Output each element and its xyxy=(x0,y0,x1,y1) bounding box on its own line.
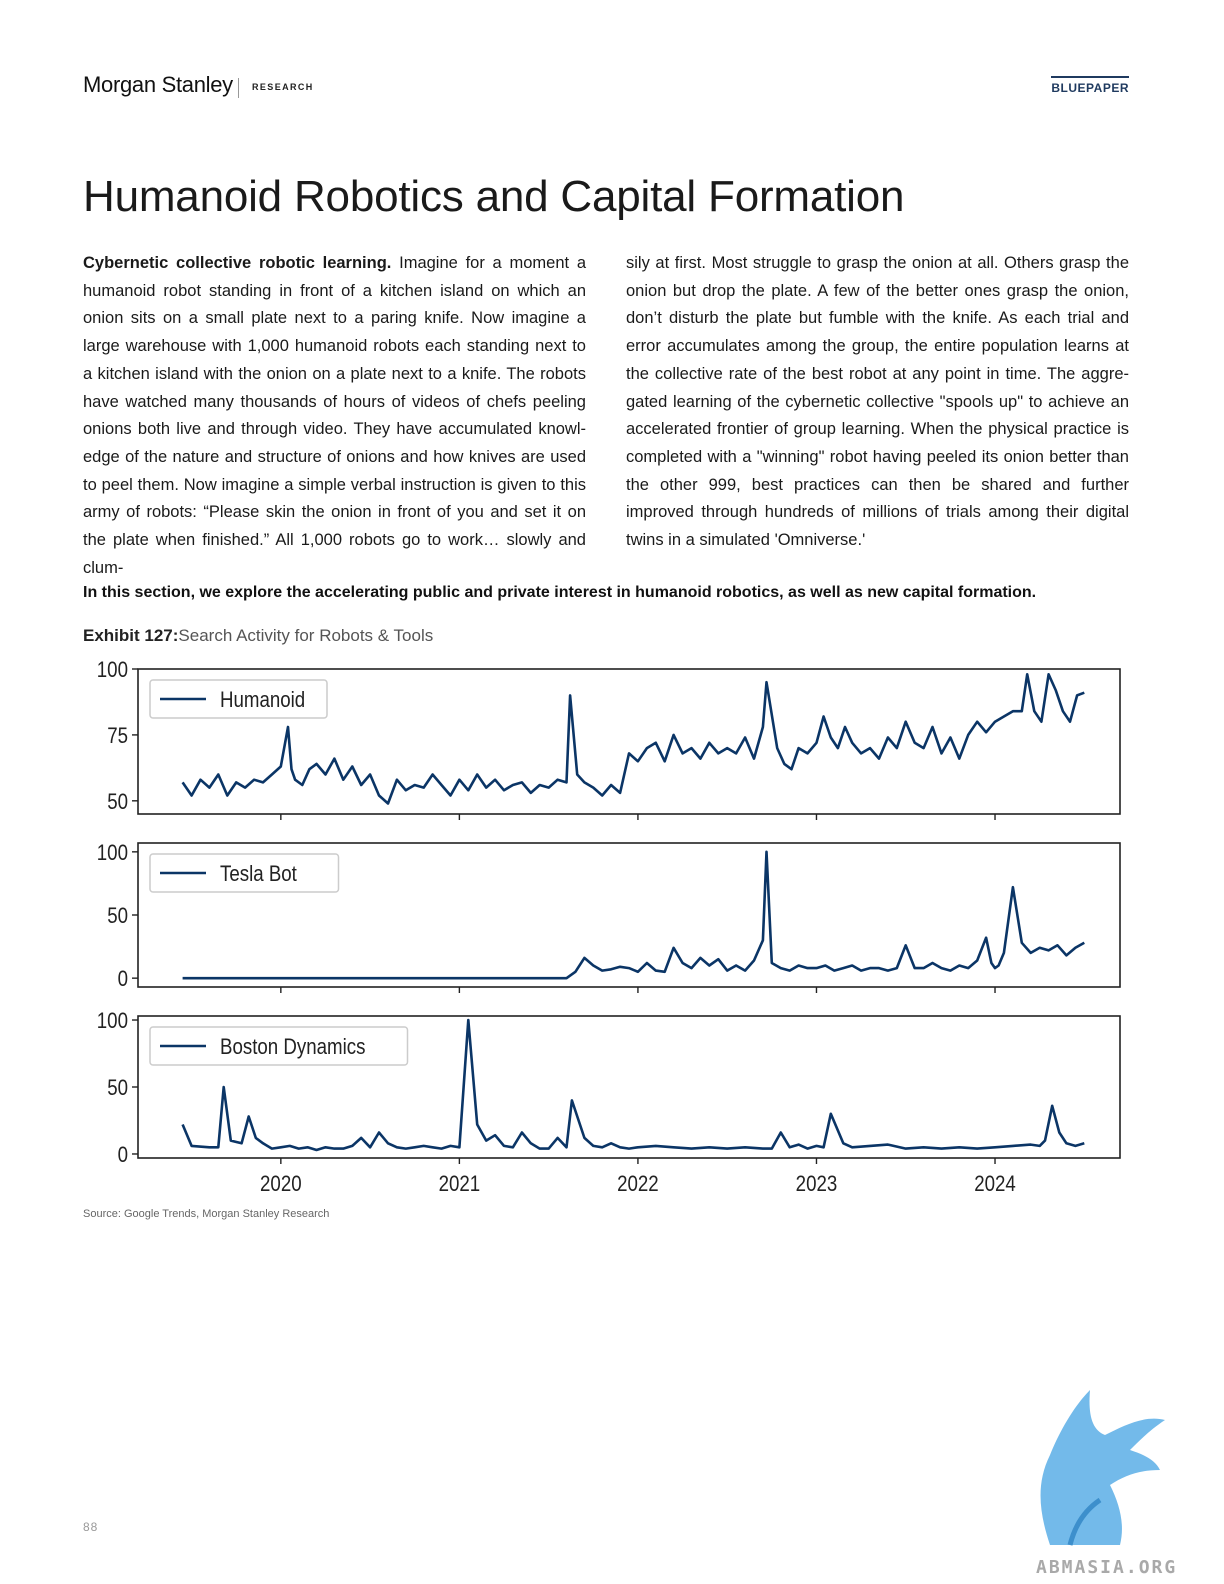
brand-logo: Morgan Stanley xyxy=(83,72,233,97)
series-line-boston-dynamics xyxy=(181,1018,1085,1152)
y-tick-label: 75 xyxy=(107,725,128,749)
section-label: RESEARCH xyxy=(252,82,314,92)
x-tick-label: 2023 xyxy=(796,1173,838,1197)
exhibit-caption: Exhibit 127:Search Activity for Robots &… xyxy=(83,626,433,646)
series-line-humanoid xyxy=(181,673,1085,805)
body-column-left: Cybernetic collective robotic learning. … xyxy=(83,250,586,582)
griffin-watermark-icon xyxy=(1040,1390,1165,1546)
legend-box xyxy=(149,853,340,893)
y-tick-label: 0 xyxy=(118,1144,128,1168)
y-tick-label: 50 xyxy=(107,905,128,929)
x-tick-label: 2024 xyxy=(974,1173,1016,1197)
section-intro: In this section, we explore the accelera… xyxy=(83,584,1037,601)
y-tick-label: 100 xyxy=(97,1010,128,1034)
x-tick-label: 2022 xyxy=(617,1173,659,1197)
exhibit-title: Search Activity for Robots & Tools xyxy=(178,626,434,645)
lead-bold: Cybernetic collective robotic learning. xyxy=(83,254,392,272)
y-tick-label: 100 xyxy=(97,842,128,866)
x-tick-label: 2020 xyxy=(260,1173,302,1197)
y-tick-label: 0 xyxy=(118,968,128,992)
y-tick-label: 100 xyxy=(97,660,128,682)
y-tick-label: 50 xyxy=(107,790,128,814)
series-line-tesla-bot xyxy=(182,850,1085,980)
body-column-right: sily at first. Most struggle to grasp th… xyxy=(626,254,1129,550)
header-divider xyxy=(238,78,239,98)
x-tick-label: 2021 xyxy=(439,1173,481,1197)
search-activity-chart: 50 75 100 Humanoid 0 50 100 Tesla Bot 0 50 100 2020… xyxy=(97,660,1121,1197)
page-title: Humanoid Robotics and Capital Formation xyxy=(83,172,905,221)
source-note: Source: Google Trends, Morgan Stanley Re… xyxy=(83,1208,330,1220)
bluepaper-tag: BLUEPAPER xyxy=(1051,76,1129,95)
left-text: Imagine for a moment a humanoid robot st… xyxy=(83,254,586,577)
y-tick-label: 50 xyxy=(107,1077,128,1101)
legend-box xyxy=(149,1026,409,1066)
legend-label: Boston Dynamics xyxy=(220,1036,365,1060)
legend-label: Tesla Bot xyxy=(220,863,297,887)
exhibit-number: Exhibit 127: xyxy=(83,626,179,645)
page-number: 88 xyxy=(83,1520,99,1534)
watermark-text: ABMASIA.ORG xyxy=(1036,1557,1178,1578)
legend-box xyxy=(149,679,328,719)
page-header: Morgan Stanley RESEARCH BLUEPAPER xyxy=(83,70,1129,110)
legend-label: Humanoid xyxy=(220,689,305,713)
